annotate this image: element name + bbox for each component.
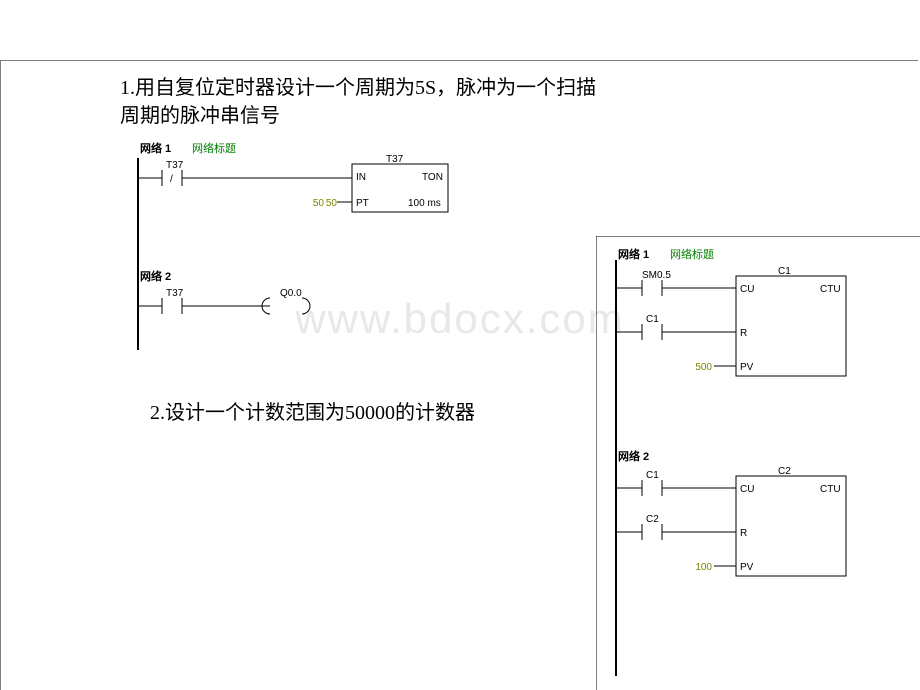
question-1-line1: 1.用自复位定时器设计一个周期为5S，脉冲为一个扫描 [120,77,596,99]
c1-pv-label: PV [740,362,754,373]
question-1-title: 1.用自复位定时器设计一个周期为5S，脉冲为一个扫描 周期的脉冲串信号 [120,74,596,130]
question-2-title: 2.设计一个计数范围为50000的计数器 [150,396,475,425]
c1-contact2-name: C1 [646,470,659,481]
nc-slash: / [170,174,173,185]
sm05-name: SM0.5 [642,270,671,281]
c2-pv-value: 100 [695,562,712,573]
ton-in-label: IN [356,172,366,183]
left-net1-contact-name: T37 [166,160,184,171]
c2-contact-name: C2 [646,514,659,525]
right-net2-label: 网络 2 [618,449,649,463]
question-1-line2: 周期的脉冲串信号 [120,105,280,127]
left-net1-label: 网络 1 [140,141,171,155]
c1-type: CTU [820,284,841,295]
left-net2-label: 网络 2 [140,269,171,283]
c1-cu-pin: CU [740,284,754,295]
left-net1-title: 网络标题 [192,141,236,155]
ton-type: TON [422,172,443,183]
left-ladder-diagram: 网络 1 网络标题 T37 / T37 IN TON PT 100 ms 50 … [130,140,470,360]
left-net2-coil-name: Q0.0 [280,288,302,299]
ton-pt-label: PT [356,198,369,209]
c1-r-pin: R [740,328,747,339]
left-net1-block-name: T37 [386,154,404,165]
c2-r-pin: R [740,528,747,539]
page-left-border [0,60,1,690]
right-net1-title: 网络标题 [670,247,714,261]
c2-cu-pin: CU [740,484,754,495]
right-net1-block-name: C1 [778,266,791,277]
c1-pv-value: 500 [695,362,712,373]
left-net2-contact-name: T37 [166,288,184,299]
c1-contact-name: C1 [646,314,659,325]
page-top-border [0,60,918,61]
c2-pv-label: PV [740,562,754,573]
right-ladder-diagram: 网络 1 网络标题 C1 CU CTU R PV 500 SM0.5 C1 网络… [596,236,920,690]
right-net1-label: 网络 1 [618,247,649,261]
c2-type: CTU [820,484,841,495]
ton-pt-value: 50 [313,198,325,209]
right-net2-block-name: C2 [778,466,791,477]
ton-pt-value2: 50 [326,198,338,209]
ton-timebase: 100 ms [408,198,441,209]
